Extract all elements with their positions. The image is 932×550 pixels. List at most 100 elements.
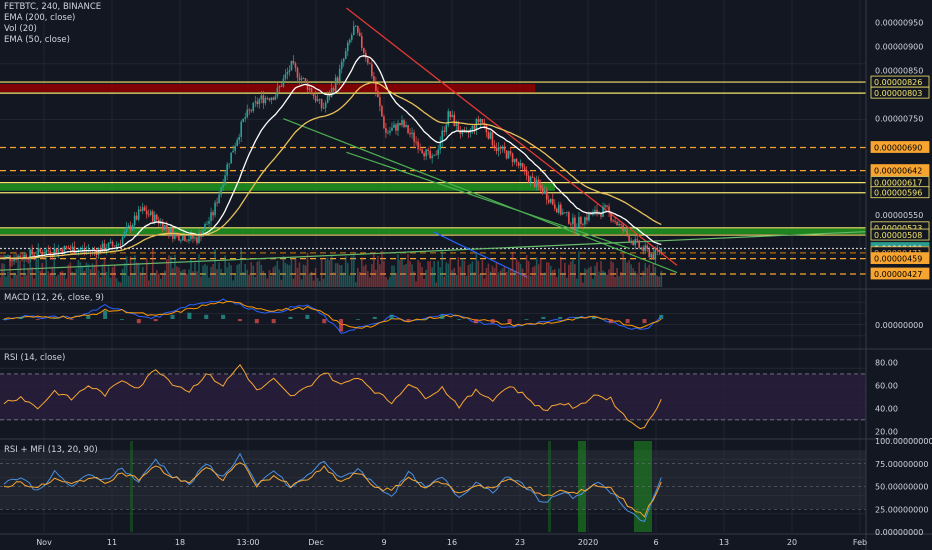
candle-body	[69, 249, 72, 250]
candle-body	[634, 239, 636, 246]
volume-bar	[143, 275, 146, 287]
volume-bar	[578, 251, 580, 287]
volume-bar	[91, 263, 94, 287]
price-tick-label: 0.00000950	[875, 18, 923, 27]
candle-body	[151, 211, 154, 222]
candle-body	[43, 254, 46, 255]
volume-bar	[320, 257, 323, 287]
price-level-pill	[870, 164, 930, 176]
candle-body	[578, 216, 580, 228]
macd-pane[interactable]	[2, 298, 664, 334]
volume-bar	[429, 261, 431, 287]
volume-bar	[479, 274, 482, 287]
symbol-label[interactable]: FETBTC, 240, BINANCE	[4, 2, 102, 12]
macd-histogram-bar	[221, 314, 226, 319]
volume-bar	[626, 262, 628, 287]
volume-bar	[600, 261, 602, 287]
volume-bar	[640, 276, 643, 287]
time-axis[interactable]: Nov 11 18 13:00 Dec 9 16 23 2020 6 13 20 Feb	[36, 538, 867, 547]
rsi-pane[interactable]	[0, 363, 866, 430]
volume-bar	[210, 267, 212, 287]
rsimfi-tick-label: 50.00000000	[875, 483, 928, 492]
volume-bar	[541, 273, 544, 287]
ema-lines	[0, 55, 662, 259]
candle-body	[427, 149, 429, 151]
zone-green	[0, 183, 555, 191]
volume-bar	[606, 274, 608, 287]
candle-body	[324, 102, 327, 108]
volume-bar	[244, 264, 247, 287]
candle-body	[170, 228, 172, 234]
volume-bar	[411, 264, 413, 287]
volume-bar	[365, 264, 367, 287]
candle-body	[308, 88, 311, 90]
volume-bar	[316, 277, 319, 287]
macd-histogram-bar	[659, 314, 664, 319]
volume-bar	[232, 280, 234, 287]
candle-body	[393, 124, 395, 128]
candle-body	[391, 127, 393, 131]
macd-histogram-bar	[524, 319, 529, 320]
time-tick-label: 20	[787, 538, 797, 547]
candle-body	[119, 243, 122, 245]
macd-histogram-bar	[591, 316, 596, 319]
candle-body	[465, 131, 468, 133]
macd-histogram-bar	[473, 319, 478, 324]
volume-bar	[397, 254, 399, 287]
volume-bar	[220, 268, 222, 287]
volume-bar	[453, 267, 456, 287]
macd-histogram-bar	[119, 319, 124, 320]
candle-body	[415, 141, 417, 143]
ema200-label[interactable]: EMA (200, close)	[4, 13, 76, 23]
volume-bar	[81, 266, 84, 287]
rsimfi-label[interactable]: RSI + MFI (13, 20, 90)	[4, 445, 98, 455]
time-tick-label: Feb	[853, 538, 867, 547]
candle-body	[228, 163, 230, 165]
volume-bar	[551, 270, 554, 287]
candle-body	[369, 63, 371, 65]
candle-body	[527, 175, 530, 182]
rsi-mfi-pane[interactable]	[0, 441, 866, 532]
rsi-label[interactable]: RSI (14, close)	[4, 353, 66, 363]
candle-body	[302, 78, 305, 80]
volume-bar	[586, 269, 588, 287]
macd-label[interactable]: MACD (12, 26, close, 9)	[4, 293, 104, 303]
volume-bar	[238, 263, 240, 287]
candle-body	[497, 146, 500, 151]
candle-body	[356, 25, 359, 33]
macd-histogram-bar	[153, 319, 158, 322]
candle-body	[312, 94, 315, 97]
volume-bar	[284, 262, 287, 287]
volume-bar	[166, 258, 168, 287]
candle-body	[638, 240, 640, 248]
price-level-label: 0.00000803	[874, 89, 922, 98]
candle-body	[507, 151, 510, 159]
time-tick-label: Dec	[308, 538, 323, 547]
candle-body	[537, 179, 540, 186]
volume-label[interactable]: Vol (20)	[4, 24, 37, 34]
candle-body	[27, 259, 29, 260]
candle-body	[282, 78, 285, 87]
ema50-label[interactable]: EMA (50, close)	[4, 35, 70, 45]
rsimfi-legend: RSI + MFI (13, 20, 90)	[4, 445, 98, 456]
candle-body	[511, 153, 514, 163]
volume-bar	[15, 274, 17, 287]
volume-bar	[83, 270, 86, 287]
candle-body	[624, 229, 626, 232]
price-axis[interactable]: 0.00000950 0.00000900 0.00000850 0.00000750…	[870, 18, 932, 537]
volume-bar	[608, 269, 610, 287]
volume-bar	[87, 264, 90, 287]
channel-line-inner	[346, 151, 631, 250]
price-level-label: 0.00000642	[874, 167, 922, 176]
volume-bar	[93, 264, 96, 287]
candle-body	[620, 224, 622, 226]
candle-body	[642, 247, 645, 252]
candle-body	[166, 225, 168, 229]
candle-body	[541, 187, 544, 194]
volume-bar	[71, 271, 74, 287]
candle-body	[184, 235, 186, 241]
macd-tick-label: 0.00000000	[875, 321, 923, 330]
volume-bar	[268, 270, 271, 287]
